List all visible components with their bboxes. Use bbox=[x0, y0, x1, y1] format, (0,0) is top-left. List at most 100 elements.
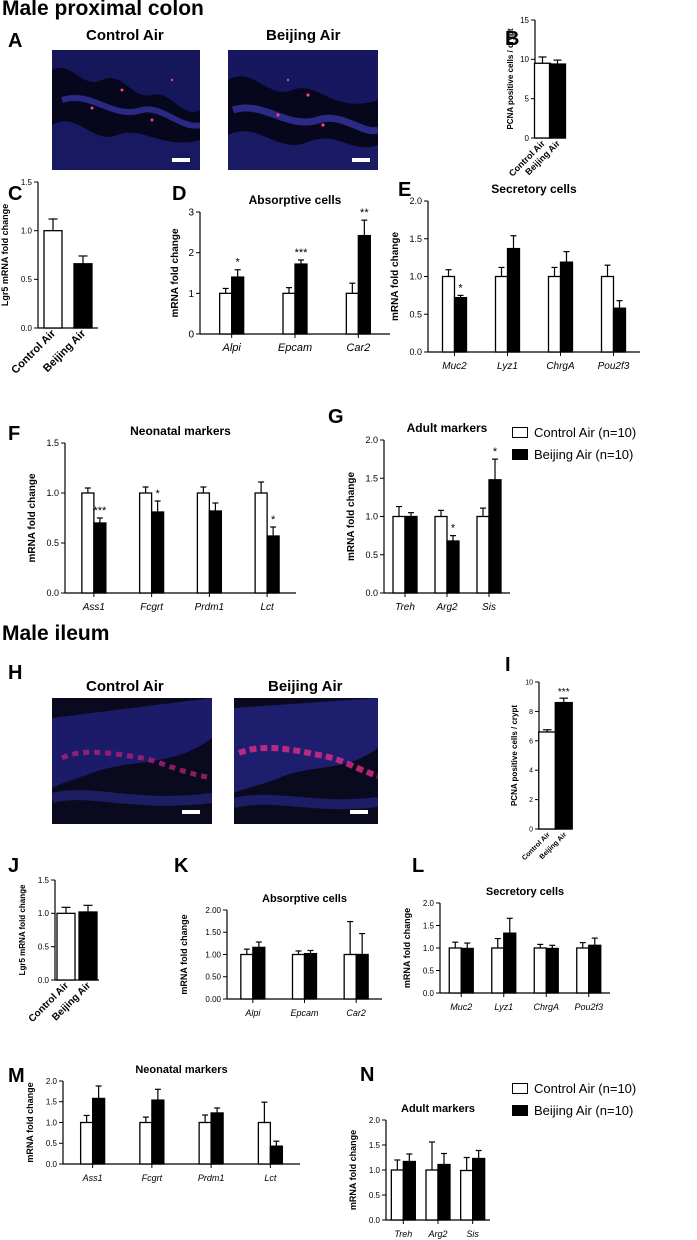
legend-label-beijing-2: Beijing Air (n=10) bbox=[534, 1102, 634, 1118]
bar-c-1 bbox=[73, 263, 93, 329]
bar-d-1-beijing bbox=[294, 263, 308, 335]
bar-g-1-beijing bbox=[446, 540, 460, 594]
bar-l-0-control bbox=[448, 947, 462, 994]
legend-label-control: Control Air (n=10) bbox=[534, 424, 637, 440]
legend-2: Control Air (n=10) Beijing Air (n=10) bbox=[512, 1079, 636, 1123]
y-tick-label-l-1: 0.5 bbox=[423, 966, 435, 975]
bar-n-0-control bbox=[390, 1169, 404, 1221]
y-tick-label-k-2: 1.00 bbox=[205, 950, 221, 959]
y-tick-label-d-2: 2 bbox=[188, 248, 194, 259]
bar-f-3-control bbox=[254, 492, 268, 594]
y-label-e: mRNA fold change bbox=[390, 232, 401, 322]
bar-k-0-beijing bbox=[252, 946, 266, 1000]
y-label-d: mRNA fold change bbox=[170, 228, 181, 318]
legend-item-beijing: Beijing Air (n=10) bbox=[512, 445, 636, 463]
y-tick-label-g-4: 2.0 bbox=[365, 435, 378, 445]
y-tick-label-i-1: 2 bbox=[529, 797, 533, 804]
bar-k-2-beijing bbox=[355, 953, 369, 1000]
y-tick-label-f-1: 0.5 bbox=[46, 538, 59, 548]
bar-l-3-control bbox=[576, 947, 590, 994]
bar-g-0-control bbox=[392, 515, 406, 594]
bar-d-1-control bbox=[282, 292, 296, 335]
legend-swatch-control-2 bbox=[512, 1082, 528, 1094]
bar-e-0-control bbox=[441, 275, 456, 353]
bar-n-0-beijing bbox=[402, 1160, 416, 1221]
micrograph-ileum-beijing bbox=[232, 698, 379, 824]
bar-f-0-beijing bbox=[93, 522, 107, 594]
bar-e-2-control bbox=[547, 275, 562, 353]
y-tick-label-b-3: 15 bbox=[520, 16, 529, 25]
y-label-j: Lgr5 mRNA fold change bbox=[18, 884, 27, 975]
bar-f-1-beijing bbox=[150, 511, 165, 594]
bar-f-1-control bbox=[138, 492, 153, 594]
y-tick-label-i-4: 8 bbox=[529, 709, 533, 716]
chart-title-g: Adult markers bbox=[407, 421, 488, 435]
panel-letter-i: I bbox=[505, 654, 511, 676]
bar-m-3-beijing bbox=[269, 1145, 284, 1165]
micro-label-colon-control: Control Air bbox=[86, 27, 164, 44]
sig-label-f-1: * bbox=[155, 488, 160, 500]
y-tick-label-l-4: 2.0 bbox=[423, 899, 435, 908]
panel-letter-n: N bbox=[360, 1064, 374, 1086]
section-title-ileum: Male ileum bbox=[2, 622, 110, 645]
x-tick-label-d-1: Epcam bbox=[278, 342, 312, 354]
y-tick-label-m-0: 0.0 bbox=[46, 1160, 58, 1169]
bar-g-2-beijing bbox=[488, 479, 502, 594]
y-tick-label-n-1: 0.5 bbox=[369, 1191, 381, 1200]
y-tick-label-b-2: 10 bbox=[520, 55, 529, 64]
x-tick-label-d-2: Car2 bbox=[346, 342, 370, 354]
x-tick-label-e-0: Muc2 bbox=[442, 361, 467, 372]
y-tick-label-l-0: 0.0 bbox=[423, 989, 435, 998]
y-label-n: mRNA fold change bbox=[348, 1130, 358, 1210]
y-tick-label-e-4: 2.0 bbox=[409, 196, 422, 206]
bar-k-2-control bbox=[343, 953, 357, 1000]
bar-g-1-control bbox=[434, 515, 448, 594]
y-tick-label-m-1: 0.5 bbox=[46, 1139, 58, 1148]
panel-letter-f: F bbox=[8, 423, 20, 445]
x-tick-label-m-1: Fcgrt bbox=[142, 1173, 163, 1183]
panel-letter-h: H bbox=[8, 662, 23, 684]
legend-swatch-beijing bbox=[512, 448, 528, 460]
x-tick-label-l-3: Pou2f3 bbox=[574, 1002, 603, 1012]
panel-letter-a: A bbox=[8, 30, 23, 52]
x-tick-label-l-2: ChrgA bbox=[533, 1002, 559, 1012]
sig-label-d-1: *** bbox=[295, 247, 309, 259]
bar-c-0 bbox=[43, 230, 63, 329]
y-tick-label-e-2: 1.0 bbox=[409, 272, 422, 282]
bar-j-0 bbox=[56, 912, 76, 981]
bar-m-1-beijing bbox=[151, 1099, 165, 1165]
y-label-i: PCNA positive cells / crypt bbox=[510, 705, 519, 806]
sig-label-g-2: * bbox=[493, 446, 498, 458]
x-tick-label-f-2: Prdm1 bbox=[195, 602, 224, 613]
sig-label-d-2: ** bbox=[360, 207, 369, 219]
panel-letter-k: K bbox=[174, 855, 189, 877]
bar-m-0-control bbox=[79, 1121, 94, 1165]
legend-item-control: Control Air (n=10) bbox=[512, 423, 636, 441]
legend-swatch-control bbox=[512, 426, 528, 438]
y-tick-label-k-3: 1.50 bbox=[205, 928, 221, 937]
y-tick-label-i-0: 0 bbox=[529, 826, 533, 833]
y-tick-label-m-3: 1.5 bbox=[46, 1098, 58, 1107]
y-label-c: Lgr5 mRNA fold change bbox=[0, 204, 10, 306]
bar-l-2-beijing bbox=[545, 947, 559, 994]
section-title-colon: Male proximal colon bbox=[2, 0, 204, 20]
y-tick-label-e-1: 0.5 bbox=[409, 309, 422, 319]
panel-letter-l: L bbox=[412, 855, 424, 877]
bar-e-1-beijing bbox=[506, 247, 521, 353]
chart-title-m: Neonatal markers bbox=[135, 1064, 227, 1076]
bar-l-2-control bbox=[533, 947, 547, 994]
legend-1: Control Air (n=10) Beijing Air (n=10) bbox=[512, 423, 636, 467]
y-tick-label-n-4: 2.0 bbox=[369, 1116, 381, 1125]
y-tick-label-e-3: 1.5 bbox=[409, 234, 422, 244]
x-tick-label-n-0: Treh bbox=[394, 1229, 412, 1239]
x-tick-label-k-1: Epcam bbox=[290, 1008, 319, 1018]
x-tick-label-f-1: Fcgrt bbox=[140, 602, 164, 613]
bar-k-1-control bbox=[291, 953, 306, 1000]
x-tick-label-e-2: ChrgA bbox=[546, 361, 575, 372]
micro-label-ileum-beijing: Beijing Air bbox=[268, 678, 343, 695]
bar-d-0-beijing bbox=[231, 276, 245, 335]
bar-b-0 bbox=[533, 62, 552, 139]
x-tick-label-f-3: Lct bbox=[260, 602, 275, 613]
bar-l-1-beijing bbox=[503, 932, 517, 994]
y-tick-label-b-1: 5 bbox=[525, 94, 530, 103]
